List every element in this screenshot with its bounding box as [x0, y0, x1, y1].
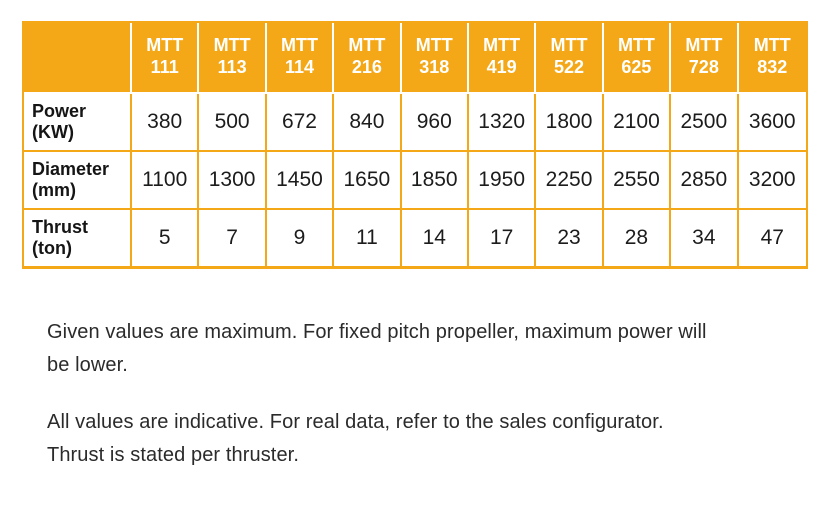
table-cell: 1450 [266, 152, 335, 210]
table-cell: 3600 [738, 94, 806, 152]
footnotes: Given values are maximum. For fixed pitc… [47, 316, 787, 496]
col-header-mtt-216: MTT 216 [334, 23, 402, 94]
col-header-mtt-832: MTT 832 [738, 23, 806, 94]
col-header-mtt-318: MTT 318 [401, 23, 469, 94]
table-cell: 500 [199, 94, 267, 152]
table-cell: 1800 [536, 94, 604, 152]
table-cell: 672 [266, 94, 335, 152]
table-cell: 2500 [671, 94, 739, 152]
row-label-thrust: Thrust (ton) [24, 210, 132, 266]
table-cell: 9 [266, 210, 335, 266]
col-header-mtt-111: MTT 111 [132, 23, 200, 94]
table-corner-cell [24, 23, 132, 94]
table-cell: 7 [199, 210, 267, 266]
thruster-spec-table: MTT 111 MTT 113 MTT 114 MTT 216 MTT 318 … [22, 21, 808, 269]
table-cell: 1950 [468, 152, 537, 210]
row-label-power: Power (KW) [24, 94, 132, 152]
col-header-mtt-419: MTT 419 [468, 23, 537, 94]
row-label-diameter: Diameter (mm) [24, 152, 132, 210]
table-header-row: MTT 111 MTT 113 MTT 114 MTT 216 MTT 318 … [24, 23, 806, 94]
col-header-mtt-522: MTT 522 [536, 23, 604, 94]
table-cell: 1650 [334, 152, 402, 210]
table-cell: 5 [132, 210, 200, 266]
table-cell: 3200 [738, 152, 806, 210]
table-cell: 2550 [603, 152, 672, 210]
table-row-diameter: Diameter (mm) 1100 1300 1450 1650 1850 1… [24, 152, 806, 210]
table-cell: 1100 [132, 152, 200, 210]
table-cell: 960 [401, 94, 469, 152]
table-cell: 47 [738, 210, 806, 266]
table-cell: 1300 [199, 152, 267, 210]
table-cell: 1850 [401, 152, 469, 210]
note-paragraph-indicative: All values are indicative. For real data… [47, 411, 664, 466]
table-cell: 2850 [671, 152, 739, 210]
table-row-thrust: Thrust (ton) 5 7 9 11 14 17 23 28 34 47 [24, 210, 806, 266]
col-header-mtt-728: MTT 728 [671, 23, 739, 94]
col-header-mtt-625: MTT 625 [603, 23, 672, 94]
table-cell: 2100 [603, 94, 672, 152]
table-cell: 840 [334, 94, 402, 152]
col-header-mtt-113: MTT 113 [199, 23, 267, 94]
col-header-mtt-114: MTT 114 [266, 23, 335, 94]
note-paragraph-max-values: Given values are maximum. For fixed pitc… [47, 321, 707, 376]
table-cell: 2250 [536, 152, 604, 210]
table-row-power: Power (KW) 380 500 672 840 960 1320 1800… [24, 94, 806, 152]
table-cell: 1320 [468, 94, 537, 152]
table-cell: 28 [603, 210, 672, 266]
table-cell: 11 [334, 210, 402, 266]
table-cell: 34 [671, 210, 739, 266]
table-cell: 17 [468, 210, 537, 266]
table-cell: 14 [401, 210, 469, 266]
table-cell: 23 [536, 210, 604, 266]
table-cell: 380 [132, 94, 200, 152]
